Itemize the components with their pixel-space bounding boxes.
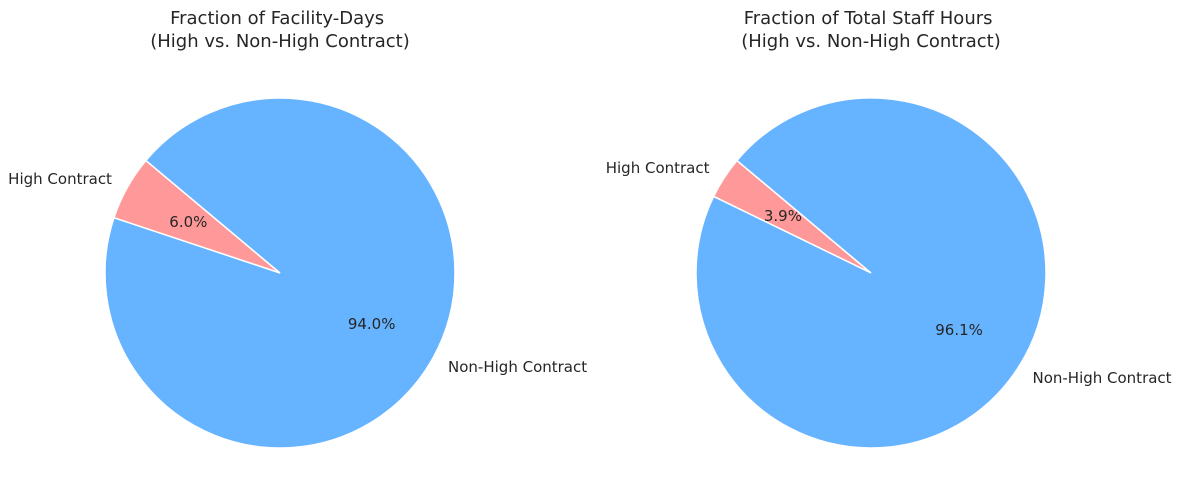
facility-days-pie-chart: Fraction of Facility-Days (High vs. Non-… [8, 8, 587, 449]
chart-title: Fraction of Facility-Days (High vs. Non-… [150, 8, 410, 52]
chart-title-line-2: (High vs. Non-High Contract) [150, 31, 410, 52]
slice-label-non-high-contract: Non-High Contract [1032, 369, 1171, 387]
pie-slice-non-high-contract [695, 97, 1047, 449]
chart-title: Fraction of Total Staff Hours (High vs. … [741, 8, 1001, 52]
chart-title-line-1: Fraction of Total Staff Hours [744, 8, 993, 29]
percent-label-high-contract: 3.9% [764, 207, 802, 225]
slice-label-non-high-contract: Non-High Contract [448, 358, 587, 376]
pie-slice-non-high-contract [104, 97, 456, 449]
slice-label-high-contract: High Contract [8, 170, 112, 188]
slice-label-high-contract: High Contract [606, 159, 710, 177]
staff-hours-pie-chart: Fraction of Total Staff Hours (High vs. … [606, 8, 1172, 449]
percent-label-non-high-contract: 96.1% [935, 321, 983, 339]
chart-title-line-2: (High vs. Non-High Contract) [741, 31, 1001, 52]
percent-label-non-high-contract: 94.0% [348, 315, 396, 333]
percent-label-high-contract: 6.0% [169, 213, 207, 231]
chart-title-line-1: Fraction of Facility-Days [170, 8, 384, 29]
